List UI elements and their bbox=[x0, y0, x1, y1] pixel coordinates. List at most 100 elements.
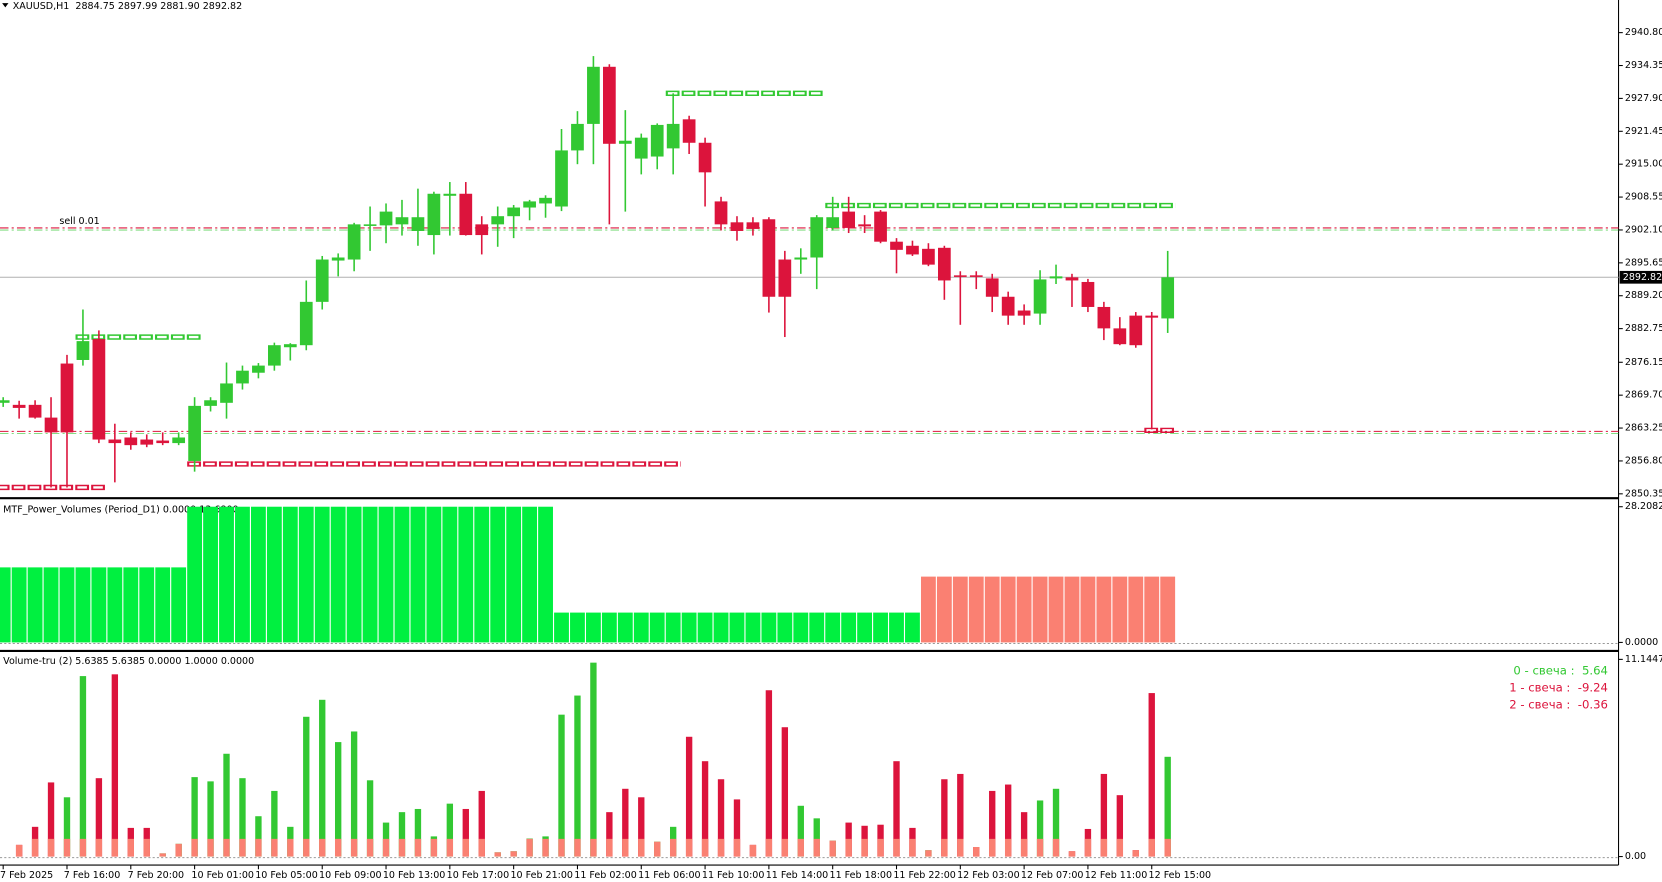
volume-bar bbox=[303, 716, 310, 857]
volume-bar bbox=[606, 838, 613, 857]
x-tick-label: 7 Feb 2025 bbox=[0, 870, 53, 881]
menu-arrow bbox=[2, 3, 9, 8]
volume-bar bbox=[622, 788, 629, 857]
volume-bar bbox=[1160, 576, 1176, 643]
volume-bar bbox=[1004, 784, 1012, 857]
y-tick-label: 28.2082 bbox=[1625, 501, 1662, 512]
candle-body bbox=[379, 211, 393, 226]
x-tick-label: 12 Feb 07:00 bbox=[1021, 870, 1084, 881]
volume-bar bbox=[334, 838, 342, 857]
volume-bar bbox=[462, 838, 469, 857]
candle-body bbox=[810, 217, 824, 258]
candle-body bbox=[475, 224, 489, 236]
volume-bar bbox=[685, 838, 693, 857]
candle-body bbox=[539, 197, 552, 204]
x-tick-label: 12 Feb 03:00 bbox=[957, 870, 1020, 881]
volume-bar bbox=[745, 612, 761, 643]
volume-bar bbox=[1068, 851, 1076, 857]
volume-bar bbox=[522, 506, 538, 643]
x-tick-label: 10 Feb 17:00 bbox=[447, 870, 510, 881]
volume-bar bbox=[350, 838, 358, 857]
volume-bar bbox=[207, 781, 214, 857]
volume-bar bbox=[989, 790, 996, 857]
volume-bar bbox=[638, 838, 645, 857]
volume-bar bbox=[442, 506, 458, 643]
price-tag: 2892.82 bbox=[1623, 272, 1662, 283]
volume-bar bbox=[426, 506, 442, 643]
volume-bar bbox=[761, 612, 777, 643]
volume-bar bbox=[266, 506, 282, 643]
candle-body bbox=[778, 259, 792, 297]
x-tick-label: 12 Feb 15:00 bbox=[1149, 870, 1212, 881]
volume-bar bbox=[665, 612, 681, 643]
candle-body bbox=[92, 339, 106, 440]
volume-bar bbox=[63, 838, 71, 857]
candle-body bbox=[906, 245, 919, 255]
volume-bar bbox=[697, 612, 713, 643]
volume-bar bbox=[925, 850, 932, 857]
price-tag-bg bbox=[1619, 270, 1662, 284]
volume-bar bbox=[654, 841, 661, 857]
volume-bar bbox=[1128, 576, 1144, 643]
y-tick-label: 2882.75 bbox=[1625, 323, 1662, 334]
candle-body bbox=[315, 259, 329, 302]
volume-bar bbox=[430, 838, 438, 857]
candle-body bbox=[204, 400, 217, 406]
volume-bar bbox=[717, 838, 725, 857]
candle-body bbox=[347, 224, 361, 260]
x-tick-label: 10 Feb 01:00 bbox=[191, 870, 254, 881]
volume-bar bbox=[478, 790, 485, 857]
volume-bar bbox=[223, 753, 230, 857]
volume-bar bbox=[59, 567, 75, 643]
volume-bar bbox=[282, 506, 298, 643]
volume-bar bbox=[334, 742, 342, 857]
volume-bar bbox=[952, 576, 968, 643]
volume-bar bbox=[857, 612, 873, 643]
volume-bar bbox=[989, 838, 996, 857]
volume-bar bbox=[957, 838, 964, 857]
x-tick-label: 11 Feb 22:00 bbox=[893, 870, 956, 881]
candle-body bbox=[571, 123, 584, 151]
candle-body bbox=[299, 301, 313, 346]
candle-body bbox=[395, 217, 409, 225]
volume-bar bbox=[606, 812, 613, 857]
candle-body bbox=[682, 119, 696, 143]
candle-body bbox=[666, 123, 680, 149]
volume-bar bbox=[542, 838, 549, 857]
volume-bar bbox=[271, 838, 278, 857]
y-tick-label: 2895.65 bbox=[1625, 257, 1662, 268]
candle-body bbox=[108, 439, 122, 444]
candle-body bbox=[1081, 281, 1095, 307]
volume-bar bbox=[841, 612, 857, 643]
volume-bar bbox=[1164, 838, 1171, 857]
volume-bar bbox=[1004, 838, 1012, 857]
volume-bar bbox=[861, 838, 868, 857]
volume-bar bbox=[490, 506, 506, 643]
candle-body bbox=[28, 404, 42, 418]
volume-bar bbox=[207, 838, 214, 857]
volume-bar bbox=[873, 612, 888, 643]
y-tick-label: 2863.25 bbox=[1625, 423, 1662, 434]
panel-title: Volume-tru (2) 5.6385 5.6385 0.0000 1.00… bbox=[3, 656, 254, 667]
candle-body bbox=[1161, 277, 1175, 319]
volume-bar bbox=[1032, 576, 1048, 643]
volume-bar bbox=[446, 803, 454, 857]
volume-bar bbox=[414, 808, 422, 857]
volume-bar bbox=[1096, 576, 1112, 643]
volume-bar bbox=[1020, 838, 1028, 857]
candle-body bbox=[794, 257, 808, 260]
candle-body bbox=[587, 66, 600, 124]
candle-body bbox=[156, 440, 170, 444]
candle-body bbox=[459, 193, 473, 236]
volume-bar bbox=[526, 838, 533, 857]
candle-body bbox=[714, 201, 728, 225]
volume-bar bbox=[91, 567, 107, 643]
candle-body bbox=[76, 341, 90, 360]
volume-bar bbox=[1036, 838, 1044, 857]
volume-bar bbox=[1148, 693, 1155, 857]
x-tick-label: 10 Feb 09:00 bbox=[319, 870, 382, 881]
volume-bar bbox=[366, 780, 374, 857]
candle-body bbox=[427, 193, 441, 236]
volume-bar bbox=[223, 838, 230, 857]
